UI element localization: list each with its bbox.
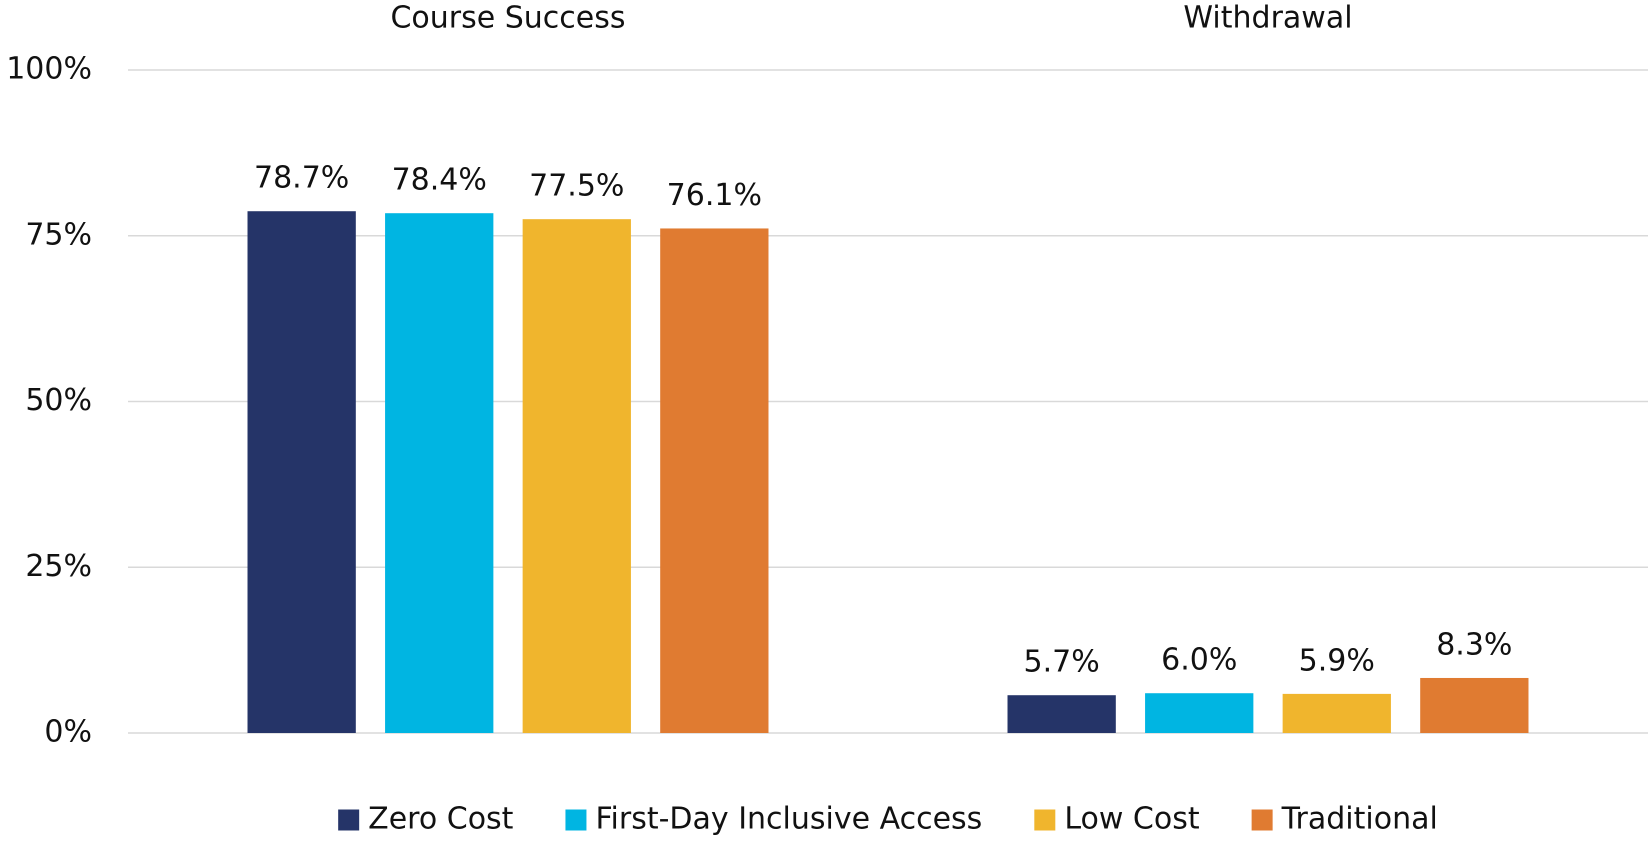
bar bbox=[1007, 695, 1116, 733]
bar bbox=[247, 211, 356, 733]
bar bbox=[385, 213, 494, 733]
value-label: 5.9% bbox=[1299, 643, 1375, 678]
bar bbox=[522, 219, 631, 734]
value-label: 8.3% bbox=[1436, 627, 1512, 662]
bar bbox=[1145, 693, 1254, 733]
bar bbox=[1420, 677, 1529, 733]
y-tick-label: 75% bbox=[25, 217, 92, 252]
legend-swatch bbox=[565, 809, 587, 831]
y-tick-label: 100% bbox=[6, 52, 92, 87]
value-label: 5.7% bbox=[1024, 645, 1100, 680]
category-label: Course Success bbox=[390, 1, 625, 36]
value-label: 77.5% bbox=[529, 169, 624, 204]
y-tick-label: 50% bbox=[25, 383, 92, 418]
legend-label: Zero Cost bbox=[368, 802, 514, 837]
legend-swatch bbox=[1251, 809, 1273, 831]
value-label: 78.4% bbox=[392, 163, 487, 198]
bar bbox=[660, 228, 769, 733]
legend-label: Traditional bbox=[1281, 802, 1438, 837]
value-label: 6.0% bbox=[1161, 643, 1237, 678]
category-label: Withdrawal bbox=[1183, 1, 1352, 36]
value-label: 78.7% bbox=[254, 161, 349, 196]
y-tick-label: 0% bbox=[44, 715, 92, 750]
legend-swatch bbox=[338, 809, 360, 831]
legend-swatch bbox=[1034, 809, 1056, 831]
value-label: 76.1% bbox=[667, 178, 762, 213]
legend-label: First-Day Inclusive Access bbox=[595, 802, 982, 837]
y-tick-label: 25% bbox=[25, 549, 92, 584]
bar bbox=[1282, 693, 1391, 733]
legend-label: Low Cost bbox=[1064, 802, 1200, 837]
